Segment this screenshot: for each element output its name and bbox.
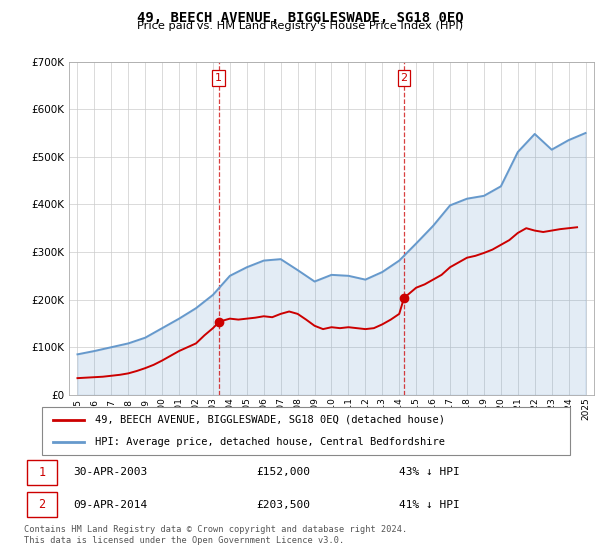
Text: £152,000: £152,000 xyxy=(256,468,310,477)
Text: 2: 2 xyxy=(38,498,46,511)
Text: 1: 1 xyxy=(215,73,222,83)
Text: HPI: Average price, detached house, Central Bedfordshire: HPI: Average price, detached house, Cent… xyxy=(95,437,445,447)
Text: 09-APR-2014: 09-APR-2014 xyxy=(74,500,148,510)
FancyBboxPatch shape xyxy=(27,460,57,485)
Text: 2: 2 xyxy=(400,73,407,83)
Text: 49, BEECH AVENUE, BIGGLESWADE, SG18 0EQ (detached house): 49, BEECH AVENUE, BIGGLESWADE, SG18 0EQ … xyxy=(95,415,445,425)
Text: 1: 1 xyxy=(38,466,46,479)
Text: Price paid vs. HM Land Registry's House Price Index (HPI): Price paid vs. HM Land Registry's House … xyxy=(137,21,463,31)
Text: 30-APR-2003: 30-APR-2003 xyxy=(74,468,148,477)
Text: £203,500: £203,500 xyxy=(256,500,310,510)
Text: 43% ↓ HPI: 43% ↓ HPI xyxy=(400,468,460,477)
Text: Contains HM Land Registry data © Crown copyright and database right 2024.
This d: Contains HM Land Registry data © Crown c… xyxy=(24,525,407,545)
FancyBboxPatch shape xyxy=(27,492,57,517)
Text: 49, BEECH AVENUE, BIGGLESWADE, SG18 0EQ: 49, BEECH AVENUE, BIGGLESWADE, SG18 0EQ xyxy=(137,11,463,25)
Text: 41% ↓ HPI: 41% ↓ HPI xyxy=(400,500,460,510)
FancyBboxPatch shape xyxy=(42,407,570,455)
